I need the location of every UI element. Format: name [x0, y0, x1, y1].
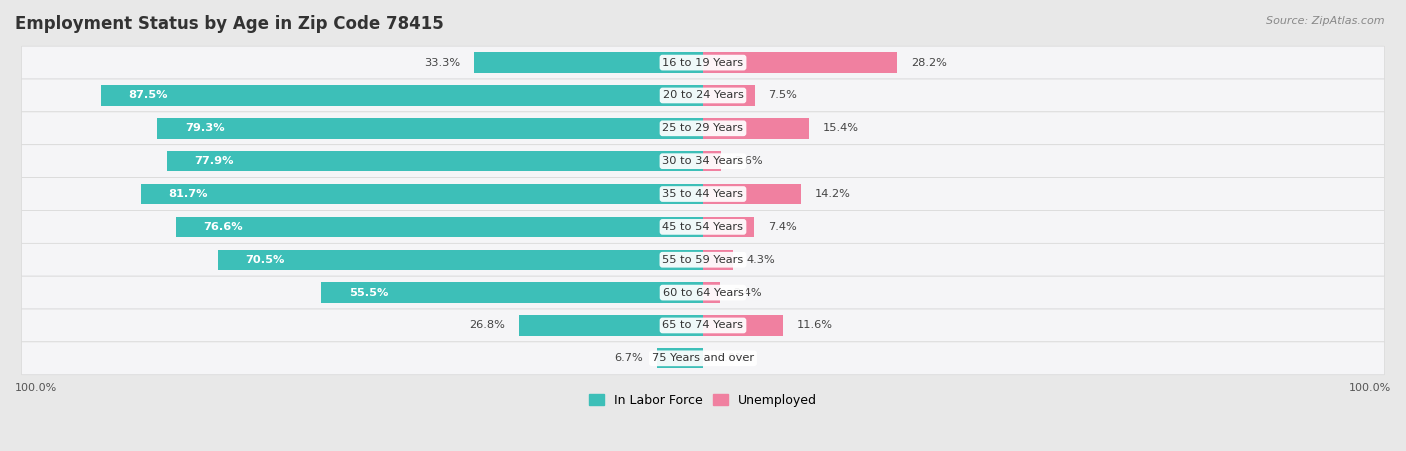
Text: 55.5%: 55.5%	[349, 288, 388, 298]
Text: 100.0%: 100.0%	[15, 383, 58, 393]
Bar	[703, 184, 800, 204]
Bar	[703, 52, 897, 73]
Text: 100.0%: 100.0%	[1348, 383, 1391, 393]
Bar	[703, 216, 754, 237]
Bar	[157, 118, 703, 138]
Bar	[703, 315, 783, 336]
Text: Source: ZipAtlas.com: Source: ZipAtlas.com	[1267, 16, 1385, 26]
Text: 25 to 29 Years: 25 to 29 Years	[662, 123, 744, 133]
Bar	[703, 282, 720, 303]
Text: 79.3%: 79.3%	[186, 123, 225, 133]
FancyBboxPatch shape	[21, 244, 1385, 276]
Bar	[657, 348, 703, 368]
FancyBboxPatch shape	[21, 112, 1385, 145]
Text: 14.2%: 14.2%	[814, 189, 851, 199]
Text: 87.5%: 87.5%	[128, 91, 169, 101]
FancyBboxPatch shape	[21, 178, 1385, 211]
Text: 55 to 59 Years: 55 to 59 Years	[662, 255, 744, 265]
Text: 15.4%: 15.4%	[823, 123, 859, 133]
Text: 81.7%: 81.7%	[169, 189, 208, 199]
FancyBboxPatch shape	[21, 309, 1385, 342]
Bar	[703, 85, 755, 106]
Text: 76.6%: 76.6%	[204, 222, 243, 232]
Text: 75 Years and over: 75 Years and over	[652, 353, 754, 364]
Bar	[703, 249, 733, 270]
Text: 6.7%: 6.7%	[614, 353, 643, 364]
Bar	[703, 151, 721, 171]
Text: 2.4%: 2.4%	[734, 288, 762, 298]
Text: 77.9%: 77.9%	[194, 156, 233, 166]
Text: 28.2%: 28.2%	[911, 58, 946, 68]
Bar	[141, 184, 703, 204]
Text: 4.3%: 4.3%	[747, 255, 775, 265]
Bar	[703, 118, 808, 138]
Text: 60 to 64 Years: 60 to 64 Years	[662, 288, 744, 298]
Text: 2.6%: 2.6%	[735, 156, 763, 166]
Text: 65 to 74 Years: 65 to 74 Years	[662, 321, 744, 331]
Bar	[218, 249, 703, 270]
Text: 33.3%: 33.3%	[425, 58, 460, 68]
Text: Employment Status by Age in Zip Code 78415: Employment Status by Age in Zip Code 784…	[15, 15, 444, 33]
Text: 7.5%: 7.5%	[768, 91, 797, 101]
FancyBboxPatch shape	[21, 211, 1385, 244]
Bar	[519, 315, 703, 336]
FancyBboxPatch shape	[21, 276, 1385, 309]
Legend: In Labor Force, Unemployed: In Labor Force, Unemployed	[583, 389, 823, 412]
FancyBboxPatch shape	[21, 46, 1385, 79]
FancyBboxPatch shape	[21, 342, 1385, 375]
Bar	[101, 85, 703, 106]
Text: 26.8%: 26.8%	[470, 321, 505, 331]
Text: 30 to 34 Years: 30 to 34 Years	[662, 156, 744, 166]
Text: 7.4%: 7.4%	[768, 222, 796, 232]
Text: 16 to 19 Years: 16 to 19 Years	[662, 58, 744, 68]
FancyBboxPatch shape	[21, 145, 1385, 178]
Bar	[167, 151, 703, 171]
Bar	[474, 52, 703, 73]
Text: 35 to 44 Years: 35 to 44 Years	[662, 189, 744, 199]
Text: 11.6%: 11.6%	[797, 321, 832, 331]
Bar	[176, 216, 703, 237]
Bar	[321, 282, 703, 303]
FancyBboxPatch shape	[21, 79, 1385, 112]
Text: 20 to 24 Years: 20 to 24 Years	[662, 91, 744, 101]
Text: 45 to 54 Years: 45 to 54 Years	[662, 222, 744, 232]
Text: 70.5%: 70.5%	[246, 255, 285, 265]
Text: 0.0%: 0.0%	[717, 353, 745, 364]
